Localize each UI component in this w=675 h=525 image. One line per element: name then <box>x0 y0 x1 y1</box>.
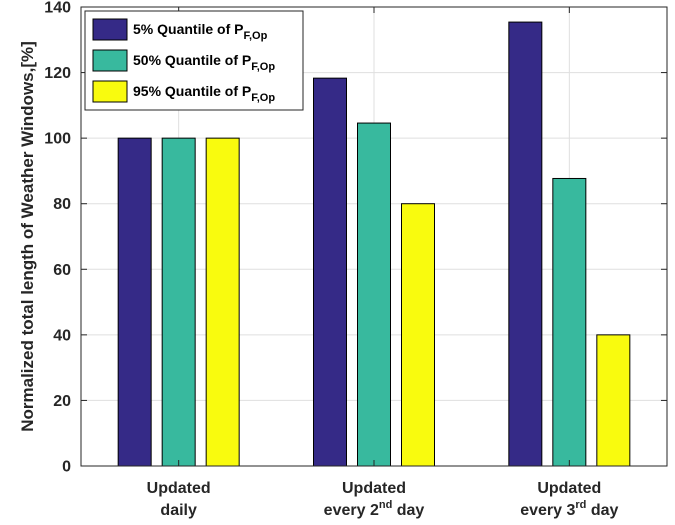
x-tick-label-text: Updated <box>147 480 211 497</box>
legend-entry: 95% Quantile of PF,Op <box>133 83 275 104</box>
bar <box>117 137 152 467</box>
x-tick-label-text: every 3 <box>520 502 575 519</box>
y-tick-label: 80 <box>53 196 71 213</box>
x-tick-label-suffix: day <box>392 502 424 519</box>
bars <box>117 21 631 467</box>
bar <box>357 122 391 467</box>
x-tick-label-text: Updated <box>537 480 601 497</box>
y-tick-label: 100 <box>44 131 71 148</box>
y-tick-label: 140 <box>44 0 71 17</box>
bar <box>596 334 631 467</box>
y-axis-ticks: 0 20 40 60 80 100 120 140 <box>44 0 667 476</box>
x-tick-label-suffix: day <box>586 502 618 519</box>
legend-entry-subscript: F,Op <box>243 30 267 42</box>
y-tick-label: 40 <box>53 327 71 344</box>
x-tick-label: Updated <box>147 480 211 497</box>
x-tick-label: every 3rd day <box>520 499 618 519</box>
legend-swatch <box>92 49 128 72</box>
legend-entry: 50% Quantile of PF,Op <box>133 52 275 73</box>
legend-swatch <box>92 80 128 103</box>
y-tick-label: 60 <box>53 262 71 279</box>
legend-entry-text: 95% Quantile of P <box>133 83 251 99</box>
bar <box>508 21 543 467</box>
x-tick-label: every 2nd day <box>324 499 425 519</box>
x-tick-label: Updated <box>342 480 406 497</box>
bar <box>552 177 587 467</box>
legend-entry: 5% Quantile of PF,Op <box>133 21 268 42</box>
bar <box>401 203 435 467</box>
y-tick-label: 20 <box>53 393 71 410</box>
legend-swatch <box>92 18 128 41</box>
bar <box>313 77 347 467</box>
y-tick-label: 0 <box>62 459 71 476</box>
legend-entry-subscript: F,Op <box>251 92 275 104</box>
legend-entry-text: 5% Quantile of P <box>133 21 243 37</box>
x-tick-label-superscript: rd <box>575 499 586 511</box>
x-tick-label: daily <box>160 502 197 519</box>
legend-entry-subscript: F,Op <box>251 61 275 73</box>
x-tick-label-superscript: nd <box>379 499 392 511</box>
x-axis-ticks: Updated daily Updated every 2nd day Updated e… <box>147 7 619 519</box>
x-tick-label-text: Updated <box>342 480 406 497</box>
y-axis-label: Normalized total length of Weather Windo… <box>18 41 37 432</box>
legend-entry-text: 50% Quantile of P <box>133 52 251 68</box>
bar <box>205 137 240 467</box>
x-tick-label-text: daily <box>160 502 197 519</box>
bar <box>161 137 196 467</box>
y-tick-label: 120 <box>44 65 71 82</box>
x-tick-label: Updated <box>537 480 601 497</box>
x-tick-label-text: every 2 <box>324 502 379 519</box>
